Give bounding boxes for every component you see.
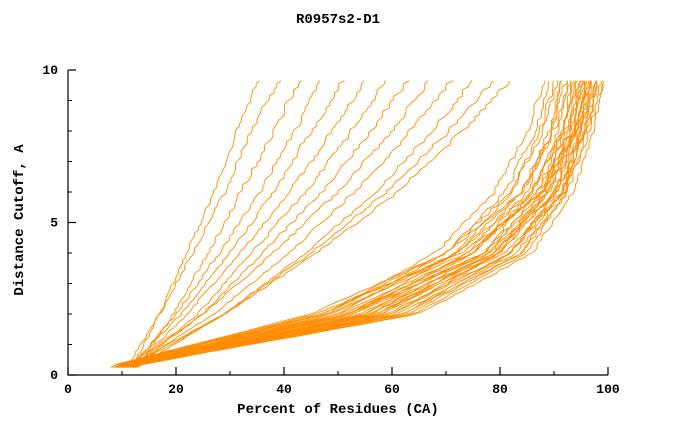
model-curve bbox=[118, 80, 597, 368]
x-tick-label: 60 bbox=[384, 382, 400, 397]
model-curve bbox=[132, 80, 454, 368]
y-tick-label: 10 bbox=[42, 63, 58, 78]
y-tick-label: 0 bbox=[50, 368, 58, 383]
model-curve bbox=[125, 80, 598, 368]
model-curve bbox=[110, 80, 572, 368]
model-curve bbox=[116, 80, 591, 368]
model-curve bbox=[122, 80, 604, 368]
y-tick-label: 5 bbox=[50, 216, 58, 231]
x-tick-label: 20 bbox=[168, 382, 184, 397]
model-curve bbox=[137, 80, 473, 368]
model-curve bbox=[126, 80, 282, 368]
x-tick-label: 100 bbox=[596, 382, 620, 397]
model-curve bbox=[137, 80, 302, 368]
model-curve bbox=[130, 80, 345, 368]
model-curve bbox=[135, 80, 365, 368]
model-curve bbox=[127, 80, 510, 368]
model-curve bbox=[116, 80, 602, 368]
model-curve bbox=[114, 80, 577, 368]
y-axis-label-wrap: Distance Cutoff, A bbox=[8, 0, 32, 440]
x-axis-label: Percent of Residues (CA) bbox=[237, 402, 439, 418]
model-curve bbox=[134, 80, 591, 368]
model-curve bbox=[119, 80, 587, 368]
model-curve bbox=[133, 80, 321, 368]
model-curve bbox=[111, 80, 592, 368]
x-tick-label: 80 bbox=[492, 382, 508, 397]
x-tick-label: 0 bbox=[64, 382, 72, 397]
model-curve bbox=[116, 80, 568, 368]
y-axis-label: Distance Cutoff, A bbox=[12, 144, 28, 296]
model-curve bbox=[122, 80, 592, 368]
model-curve bbox=[126, 80, 429, 368]
model-curve bbox=[132, 80, 260, 368]
x-tick-label: 40 bbox=[276, 382, 292, 397]
model-curve bbox=[132, 80, 597, 368]
model-curve bbox=[137, 80, 386, 368]
model-curve bbox=[132, 80, 604, 368]
model-curve bbox=[114, 80, 585, 368]
chart-title: R0957s2-D1 bbox=[295, 12, 380, 28]
